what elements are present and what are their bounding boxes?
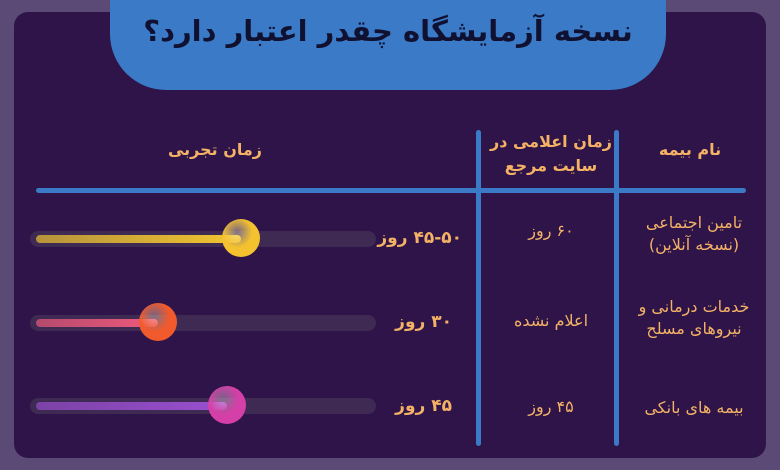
row-3-actual: ۴۵ روز (395, 396, 452, 416)
page-title: نسخه آزمایشگاه چقدر اعتبار دارد؟ (143, 14, 633, 48)
row-2-slider-fill (36, 319, 158, 327)
header-announced-time: زمان اعلامی در سایت مرجع (490, 132, 612, 175)
header-divider (36, 188, 746, 193)
row-3-slider-track (30, 386, 376, 424)
row-3-announced: ۴۵ روز (528, 397, 574, 416)
row-3-name: بیمه های بانکی (644, 398, 744, 417)
row-2-actual: ۳۰ روز (395, 312, 452, 332)
row-3-slider-fill (36, 402, 227, 410)
row-2-name: خدمات درمانی و نیروهای مسلح (638, 297, 750, 338)
row-1-slider-track (30, 219, 376, 257)
title-banner (110, 0, 666, 90)
header-actual-time: زمان تجربی (167, 140, 263, 159)
column-divider-1 (614, 130, 619, 446)
row-2-slider-knob (139, 303, 177, 341)
header-insurance-name: نام بیمه (658, 140, 722, 159)
row-1-slider-fill (36, 235, 241, 243)
column-divider-2 (476, 130, 481, 446)
row-3-slider-knob (208, 386, 246, 424)
row-2-slider-track (30, 303, 376, 341)
row-2-announced: اعلام نشده (513, 311, 589, 330)
row-1-name: تامین اجتماعی (نسخه آنلاین) (645, 213, 743, 254)
row-1-slider-knob (222, 219, 260, 257)
row-1-actual: ۴۵-۵۰ روز (377, 228, 462, 248)
row-1-announced: ۶۰ روز (528, 221, 574, 240)
